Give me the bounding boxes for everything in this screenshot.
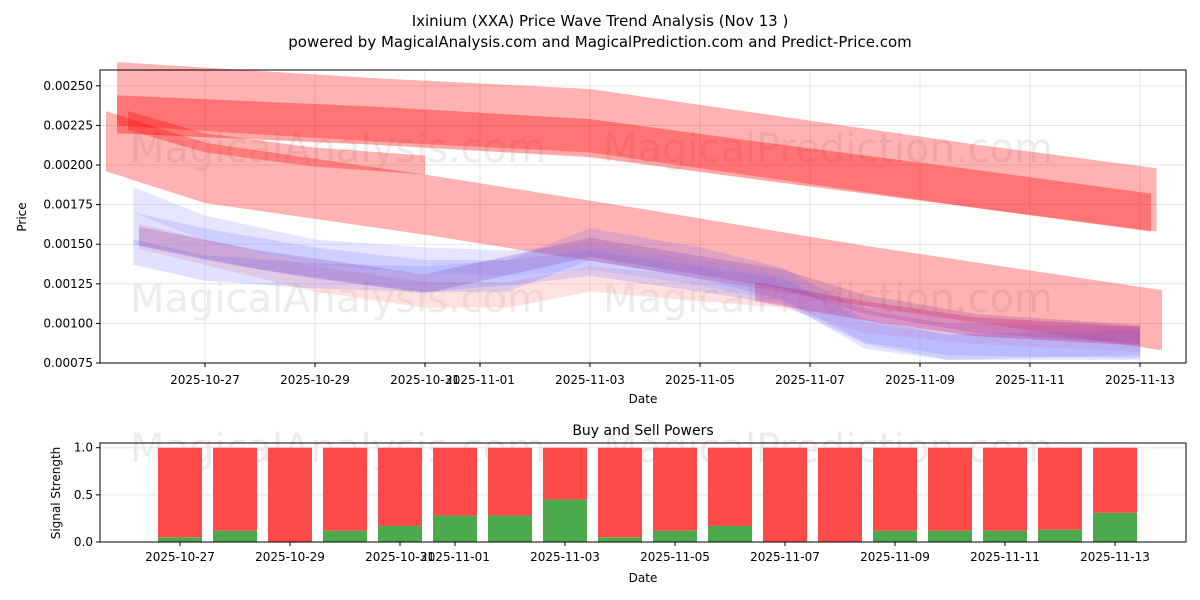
y-axis-label: Price bbox=[15, 202, 29, 231]
sell-bar bbox=[653, 447, 697, 531]
sell-bar bbox=[818, 447, 862, 542]
x-tick-label: 2025-11-13 bbox=[1080, 550, 1150, 564]
buy-bar bbox=[213, 530, 257, 542]
price-plot: 2025-10-27 2025-10-29 2025-10-312025-11-01… bbox=[43, 62, 1187, 387]
sell-bar bbox=[323, 447, 367, 531]
buy-bar bbox=[378, 525, 422, 542]
y-tick-label: 0.5 bbox=[74, 488, 93, 502]
wave-band bbox=[133, 239, 1140, 360]
y-tick-label: 0.00075 bbox=[43, 356, 93, 370]
buy-bar bbox=[598, 537, 642, 542]
x-tick-label: 2025-11-03 bbox=[530, 550, 600, 564]
y-tick-label: 0.00100 bbox=[43, 316, 93, 330]
watermark: MagicalPrediction.com bbox=[603, 126, 1053, 172]
sell-bar bbox=[873, 447, 917, 531]
buy-bar bbox=[433, 515, 477, 542]
x-tick-label: 2025-11-09 bbox=[885, 373, 955, 387]
buy-bar bbox=[708, 525, 752, 542]
watermark: MagicalAnalysis.com bbox=[130, 126, 546, 172]
plot-frame bbox=[99, 442, 1187, 543]
x-tick-label: 2025-10-31 bbox=[365, 550, 435, 564]
x-tick-label: 2025-10-31 bbox=[390, 373, 460, 387]
buy-bar bbox=[983, 530, 1027, 542]
sell-bar bbox=[268, 447, 312, 542]
y-tick-label: 0.00250 bbox=[43, 79, 93, 93]
plot-frame bbox=[99, 69, 1187, 364]
buy-bar bbox=[1093, 512, 1137, 542]
x-tick-label: 2025-11-11 bbox=[995, 373, 1065, 387]
chart-title: Ixinium (XXA) Price Wave Trend Analysis … bbox=[412, 12, 789, 30]
x-axis-label: Date bbox=[629, 392, 658, 406]
sell-bar bbox=[378, 447, 422, 526]
sell-bar bbox=[543, 447, 587, 500]
wave-band bbox=[755, 282, 1140, 346]
wave-band bbox=[133, 187, 1140, 360]
buy-bar bbox=[158, 537, 202, 542]
sell-bar bbox=[213, 447, 257, 531]
buy-bar bbox=[928, 530, 972, 542]
wave-band bbox=[133, 212, 1140, 359]
chart-subtitle: powered by MagicalAnalysis.com and Magic… bbox=[288, 33, 912, 51]
signal-plot: 2025-10-27 2025-10-29 2025-10-312025-11-01… bbox=[74, 441, 1187, 564]
x-tick-label: 2025-11-03 bbox=[555, 373, 625, 387]
sell-bar bbox=[488, 447, 532, 516]
bar-y-axis-label: Signal Strength bbox=[49, 447, 63, 540]
x-tick-label: 2025-11-09 bbox=[860, 550, 930, 564]
sell-bar bbox=[763, 447, 807, 542]
x-tick-label: 2025-11-13 bbox=[1105, 373, 1175, 387]
sell-bar bbox=[708, 447, 752, 526]
x-tick-label: 2025-10-29 bbox=[280, 373, 350, 387]
x-tick-label: 2025-11-11 bbox=[970, 550, 1040, 564]
x-tick-label: 2025-10-29 bbox=[255, 550, 325, 564]
sell-bar bbox=[158, 447, 202, 538]
buy-bar bbox=[1038, 529, 1082, 542]
sell-bar bbox=[1093, 447, 1137, 513]
wave-band bbox=[128, 111, 425, 175]
x-tick-label: 2025-11-01 bbox=[420, 550, 490, 564]
y-tick-label: 1.0 bbox=[74, 441, 93, 455]
x-tick-label: 2025-11-07 bbox=[775, 373, 845, 387]
sell-bar bbox=[928, 447, 972, 531]
wave-band bbox=[117, 95, 1151, 232]
wave-band bbox=[106, 111, 1162, 351]
buy-bar bbox=[488, 515, 532, 542]
sell-bar bbox=[1038, 447, 1082, 530]
y-tick-label: 0.00225 bbox=[43, 118, 93, 132]
x-tick-label: 2025-11-05 bbox=[640, 550, 710, 564]
x-tick-label: 2025-11-05 bbox=[665, 373, 735, 387]
y-tick-label: 0.00200 bbox=[43, 158, 93, 172]
bar-chart-title: Buy and Sell Powers bbox=[572, 423, 713, 439]
x-tick-label: 2025-10-27 bbox=[145, 550, 215, 564]
wave-band bbox=[139, 226, 1140, 344]
sell-bar bbox=[433, 447, 477, 516]
buy-bar bbox=[543, 499, 587, 542]
wave-band bbox=[139, 223, 1140, 352]
sell-bar bbox=[598, 447, 642, 538]
x-tick-label: 2025-10-27 bbox=[170, 373, 240, 387]
bar-x-axis-label: Date bbox=[629, 571, 658, 585]
y-tick-label: 0.0 bbox=[74, 535, 93, 549]
sell-bar bbox=[983, 447, 1027, 531]
x-tick-label: 2025-11-01 bbox=[445, 373, 515, 387]
y-tick-label: 0.00125 bbox=[43, 277, 93, 291]
y-tick-label: 0.00150 bbox=[43, 237, 93, 251]
buy-bar bbox=[323, 530, 367, 542]
x-tick-label: 2025-11-07 bbox=[750, 550, 820, 564]
buy-bar bbox=[873, 530, 917, 542]
buy-bar bbox=[653, 530, 697, 542]
y-tick-label: 0.00175 bbox=[43, 198, 93, 212]
wave-band bbox=[117, 62, 1157, 232]
